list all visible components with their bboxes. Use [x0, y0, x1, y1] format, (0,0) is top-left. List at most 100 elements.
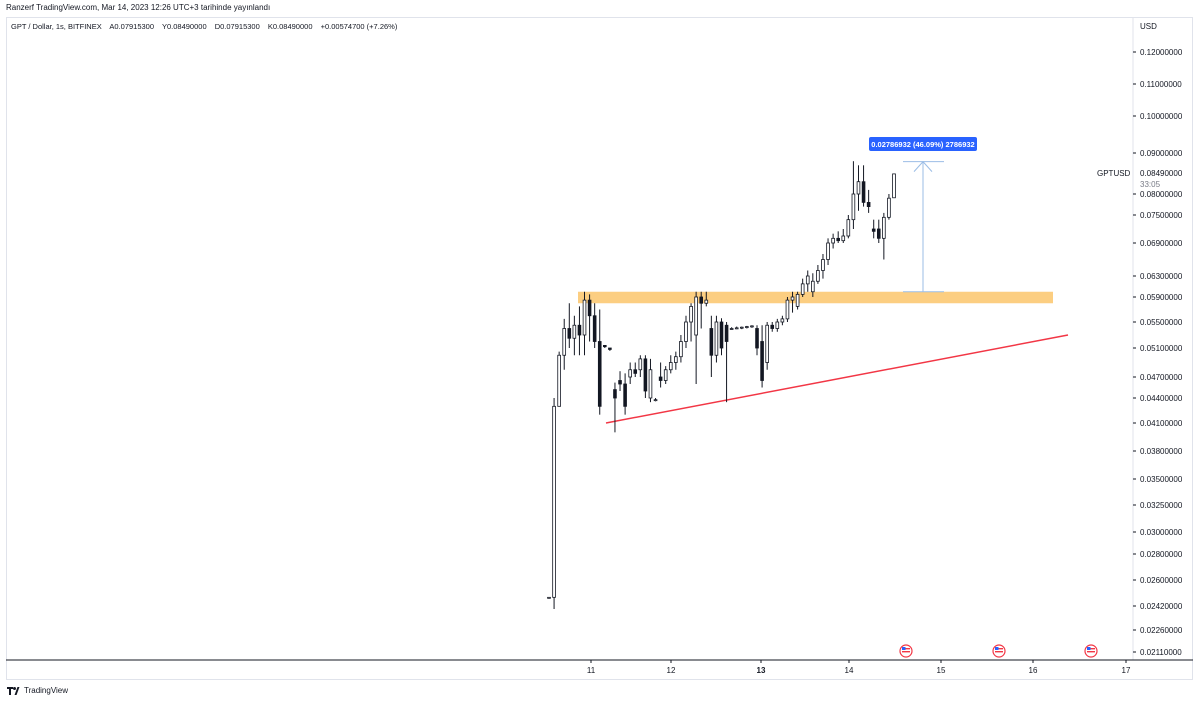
time-tick-label: 12	[667, 666, 676, 675]
measure-label-bg	[869, 137, 977, 151]
legend-symbol[interactable]: GPT / Dollar, 1s, BITFINEX	[11, 22, 102, 31]
candle-body[interactable]	[750, 325, 754, 328]
candle-body[interactable]	[811, 280, 815, 293]
time-tick-label: 11	[587, 666, 596, 675]
candle-body[interactable]	[856, 181, 861, 195]
candle-body[interactable]	[887, 197, 891, 218]
candle-body[interactable]	[775, 321, 780, 329]
candle-body[interactable]	[592, 315, 597, 342]
price-tick-label: 0.02600000	[1140, 576, 1183, 585]
candle-body[interactable]	[638, 358, 643, 371]
candle-body[interactable]	[577, 324, 582, 336]
candle-body[interactable]	[805, 275, 810, 285]
candle-body[interactable]	[547, 596, 551, 599]
price-tick-label: 0.04700000	[1140, 373, 1183, 382]
candle-body[interactable]	[623, 383, 627, 407]
candle-body[interactable]	[745, 326, 749, 328]
price-tick-label: 0.03250000	[1140, 501, 1183, 510]
candle-body[interactable]	[704, 299, 709, 304]
candle-body[interactable]	[562, 328, 567, 356]
candle-body[interactable]	[663, 369, 668, 381]
price-tick-label: 0.02800000	[1140, 550, 1183, 559]
price-tick-label: 0.02110000	[1140, 648, 1182, 657]
event-flag-stripe	[1087, 651, 1095, 653]
time-tick-label: 15	[937, 666, 946, 675]
candle-body[interactable]	[760, 341, 764, 381]
candle-body[interactable]	[643, 358, 648, 392]
price-tick-label: 0.03000000	[1140, 528, 1183, 537]
candle-body[interactable]	[658, 376, 663, 381]
candle-body[interactable]	[816, 270, 820, 282]
price-tick-label: 0.12000000	[1140, 48, 1183, 57]
publish-caption: Ranzerf TradingView.com, Mar 14, 2023 12…	[6, 3, 271, 12]
price-axis-currency: USD	[1140, 22, 1157, 31]
candle-body[interactable]	[648, 369, 653, 399]
candle-body[interactable]	[679, 341, 683, 358]
candle-body[interactable]	[668, 362, 673, 371]
candle-body[interactable]	[841, 235, 846, 242]
price-tick-label: 0.08000000	[1140, 190, 1183, 199]
candle-body[interactable]	[694, 296, 698, 336]
candle-body[interactable]	[790, 296, 795, 301]
candle-body[interactable]	[866, 201, 871, 207]
candle-body[interactable]	[780, 318, 785, 323]
candle-body[interactable]	[724, 324, 729, 342]
event-flag-canton	[902, 647, 906, 650]
candle-body[interactable]	[821, 259, 825, 271]
candle-body[interactable]	[633, 369, 638, 374]
candle-body[interactable]	[709, 328, 714, 356]
candle-body[interactable]	[674, 356, 678, 363]
candle-body[interactable]	[557, 354, 561, 407]
candle-body[interactable]	[755, 328, 759, 349]
candle-body[interactable]	[608, 347, 612, 350]
candle-body[interactable]	[653, 399, 658, 402]
candle-body[interactable]	[597, 341, 602, 407]
candle-body[interactable]	[846, 219, 851, 237]
candle-body[interactable]	[826, 242, 830, 260]
support-zone[interactable]	[578, 291, 1053, 304]
candle-body[interactable]	[572, 324, 577, 339]
candle-body[interactable]	[892, 173, 896, 199]
symbol-legend: GPT / Dollar, 1s, BITFINEX A0.07915300 Y…	[11, 22, 403, 31]
candle-body[interactable]	[552, 405, 556, 598]
candle-body[interactable]	[729, 328, 734, 330]
candle-body[interactable]	[603, 344, 607, 348]
candle-body[interactable]	[836, 237, 840, 242]
candle-body[interactable]	[582, 299, 587, 336]
candle-body[interactable]	[765, 324, 769, 363]
trendline[interactable]	[605, 334, 1069, 424]
candle-body[interactable]	[785, 299, 790, 320]
candle-body[interactable]	[861, 181, 866, 203]
candle-body[interactable]	[739, 326, 744, 329]
candle-body[interactable]	[628, 369, 632, 378]
candle-body[interactable]	[734, 327, 739, 330]
price-tick-label: 0.03800000	[1140, 447, 1183, 456]
candle-body[interactable]	[770, 324, 775, 329]
candle-body[interactable]	[882, 216, 886, 239]
candle-body[interactable]	[714, 321, 719, 356]
candle-body[interactable]	[800, 283, 805, 295]
candle-body[interactable]	[618, 380, 622, 385]
time-tick-label: 14	[845, 666, 854, 675]
candle-body[interactable]	[689, 305, 693, 323]
candle-body[interactable]	[876, 228, 881, 239]
candle-body[interactable]	[871, 228, 876, 232]
candle-body[interactable]	[851, 193, 856, 221]
legend-low: D0.07915300	[214, 22, 260, 31]
price-tick-label: 0.05900000	[1140, 293, 1183, 302]
candle-body[interactable]	[567, 328, 572, 339]
candle-body[interactable]	[699, 296, 704, 304]
legend-open: A0.07915300	[109, 22, 155, 31]
candle-body[interactable]	[587, 299, 592, 317]
candle-body[interactable]	[613, 389, 617, 399]
candle-body[interactable]	[684, 321, 688, 342]
event-flag-stripe	[902, 648, 910, 650]
candle-body[interactable]	[795, 293, 800, 307]
event-flag-stripe	[902, 651, 910, 653]
tradingview-logo-icon	[7, 686, 20, 695]
last-price-label: 0.08490000	[1140, 169, 1183, 178]
candle-body[interactable]	[719, 321, 724, 349]
candle-body[interactable]	[831, 237, 835, 244]
price-tick-label: 0.04400000	[1140, 394, 1183, 403]
